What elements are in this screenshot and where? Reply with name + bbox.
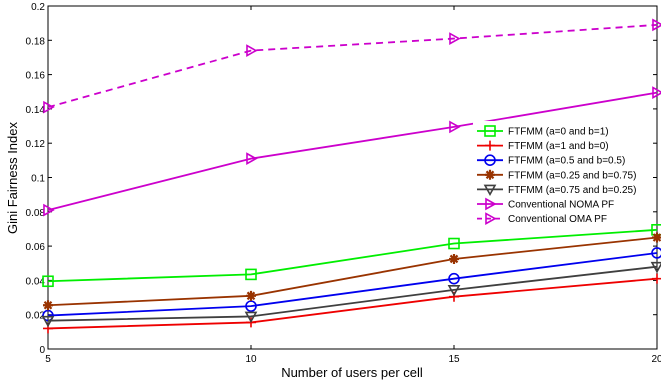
series-line xyxy=(47,252,658,317)
series-5 xyxy=(41,261,661,328)
y-axis-ticks: 0 0.02 0.04 0.06 0.08 0.1 0.12 0.14 0.16 0.18 0.2 xyxy=(26,2,657,356)
legend-entry: Conventional NOMA PF xyxy=(477,197,614,211)
data-point-marker xyxy=(245,300,257,312)
data-point-marker xyxy=(41,315,55,328)
y-tick-label: 0.04 xyxy=(26,276,46,287)
series-line xyxy=(47,277,658,330)
series-1 xyxy=(42,224,661,288)
data-point-marker xyxy=(448,272,460,285)
series-7 xyxy=(43,18,661,114)
legend: FTFMM (a=0 and b=1) FTFMM (a=1 and b=0) FT… xyxy=(473,121,636,230)
legend-marker xyxy=(485,212,497,225)
series-line xyxy=(47,228,658,283)
y-tick-label: 0.06 xyxy=(26,242,46,253)
legend-marker xyxy=(485,197,497,211)
data-point-marker xyxy=(449,120,461,134)
y-tick-label: 0.18 xyxy=(26,36,46,47)
data-point-marker xyxy=(652,273,661,284)
data-point-marker xyxy=(245,268,257,281)
y-tick-label: 0.08 xyxy=(26,208,46,219)
data-point-marker xyxy=(652,232,661,243)
series-line xyxy=(47,91,658,211)
legend-label: FTFMM (a=0 and b=1) xyxy=(508,127,609,138)
data-point-marker xyxy=(448,237,460,250)
data-point-marker xyxy=(651,247,661,259)
legend-label: FTFMM (a=0.75 and b=0.25) xyxy=(508,185,636,196)
legend-entry: FTFMM (a=0.5 and b=0.5) xyxy=(477,154,625,167)
data-point-marker xyxy=(652,86,661,99)
data-point-marker xyxy=(246,44,258,57)
data-point-marker xyxy=(42,275,54,288)
data-point-marker xyxy=(246,290,256,301)
series-line xyxy=(47,23,658,109)
data-point-marker xyxy=(43,203,55,217)
legend-marker xyxy=(485,140,495,151)
y-tick-label: 0.14 xyxy=(26,105,46,116)
data-point-marker xyxy=(43,100,55,114)
y-tick-label: 0.1 xyxy=(31,174,45,185)
legend-entry: Conventional OMA PF xyxy=(477,212,607,225)
y-tick-label: 0.2 xyxy=(31,2,45,13)
data-point-marker xyxy=(43,300,53,311)
data-point-marker xyxy=(650,261,661,274)
legend-entry: FTFMM (a=0.75 and b=0.25) xyxy=(477,184,636,197)
y-tick-label: 0.16 xyxy=(26,71,46,82)
legend-marker xyxy=(484,125,496,137)
series-line xyxy=(47,265,658,322)
legend-marker xyxy=(485,169,495,180)
data-point-marker xyxy=(246,152,258,165)
y-tick-label: 0.12 xyxy=(26,139,46,150)
y-tick-label: 0.02 xyxy=(26,311,46,322)
series-6 xyxy=(43,86,661,217)
legend-entry: FTFMM (a=1 and b=0) xyxy=(477,140,609,152)
x-tick-label: 10 xyxy=(245,354,257,365)
y-tick-label: 0 xyxy=(39,345,45,356)
x-axis-label: Number of users per cell xyxy=(281,365,423,380)
legend-label: Conventional NOMA PF xyxy=(508,200,614,211)
data-point-marker xyxy=(447,285,461,297)
legend-marker xyxy=(483,184,497,197)
data-point-marker xyxy=(449,253,459,264)
legend-entry: FTFMM (a=0.25 and b=0.75) xyxy=(477,169,636,181)
x-tick-label: 15 xyxy=(448,354,460,365)
series-4 xyxy=(43,232,661,311)
legend-marker xyxy=(484,154,496,166)
y-axis-label: Gini Fairness Index xyxy=(5,122,20,234)
data-point-marker xyxy=(652,18,661,32)
series-layer xyxy=(41,18,661,334)
legend-label: FTFMM (a=1 and b=0) xyxy=(508,141,609,152)
legend-entry: FTFMM (a=0 and b=1) xyxy=(477,125,609,138)
legend-label: FTFMM (a=0.5 and b=0.5) xyxy=(508,156,625,167)
data-point-marker xyxy=(449,32,461,45)
series-line xyxy=(47,236,658,307)
legend-label: FTFMM (a=0.25 and b=0.75) xyxy=(508,170,636,181)
legend-label: Conventional OMA PF xyxy=(508,214,607,225)
x-tick-label: 20 xyxy=(651,354,661,365)
x-axis-ticks: 5 10 15 20 xyxy=(45,6,661,365)
data-point-marker xyxy=(244,311,258,324)
x-tick-label: 5 xyxy=(45,354,51,365)
